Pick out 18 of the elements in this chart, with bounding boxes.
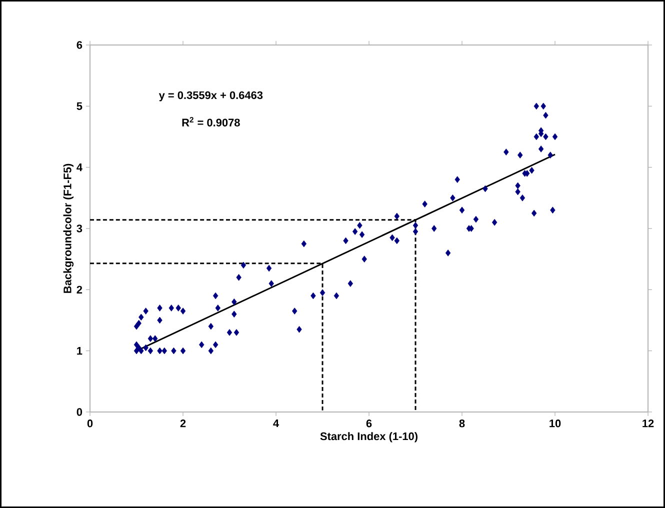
x-tick-label: 8 <box>459 420 465 428</box>
y-tick-label: 0 <box>76 408 82 416</box>
y-tick-label: 2 <box>76 286 82 294</box>
x-tick-label: 12 <box>642 420 654 428</box>
x-tick-label: 4 <box>273 420 279 428</box>
y-tick-label: 1 <box>77 347 82 355</box>
x-tick-label: 0 <box>87 420 93 428</box>
x-tick-label: 6 <box>366 420 372 428</box>
annotation: y = 0.3559x + 0.6463 <box>158 91 263 102</box>
annotation: R$^{2}$ = 0.9078 <box>182 117 240 126</box>
x-tick-label: 2 <box>180 420 186 428</box>
y-axis-title: Backgroundcolor (F1-F5) <box>63 164 74 293</box>
y-tick-label: 6 <box>76 41 82 49</box>
x-axis-title: Starch Index (1-10) <box>320 432 418 442</box>
y-tick-label: 5 <box>76 102 82 110</box>
x-tick-label: 10 <box>550 420 561 428</box>
y-tick-label: 3 <box>76 224 82 232</box>
y-tick-label: 4 <box>76 164 82 172</box>
